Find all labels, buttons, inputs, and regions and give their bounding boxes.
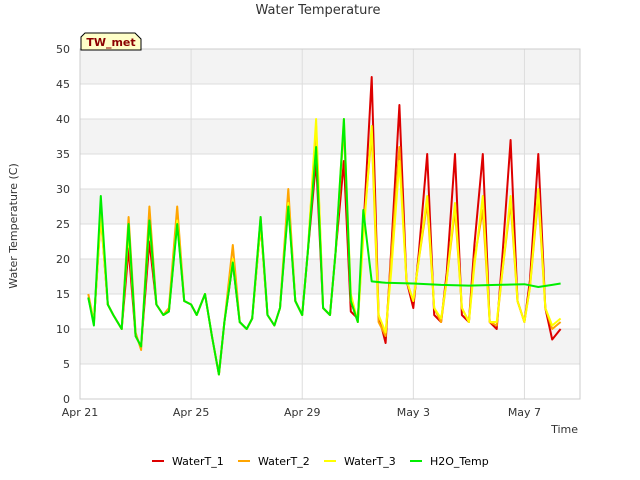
- station-badge: TW_met: [80, 32, 142, 51]
- y-tick-label: 0: [63, 393, 70, 406]
- plot-band: [80, 84, 580, 119]
- station-badge-text: TW_met: [86, 36, 135, 49]
- plot-background: [80, 49, 580, 399]
- y-tick-label: 15: [56, 288, 70, 301]
- legend-label: WaterT_2: [258, 455, 310, 468]
- plot-frame: [79, 48, 581, 400]
- x-axis-label: Time: [550, 423, 578, 436]
- y-axis-label: Water Temperature (C): [7, 163, 20, 288]
- plot-band: [80, 224, 580, 259]
- plot-band: [80, 49, 580, 84]
- x-tick-label: Apr 29: [284, 406, 321, 419]
- y-tick-label: 25: [56, 218, 70, 231]
- legend-label: WaterT_1: [172, 455, 224, 468]
- series-line-h2o-temp: [87, 118, 561, 376]
- x-tick-label: May 3: [397, 406, 430, 419]
- y-axis-ticks: 0 5 10 15 20 25 30 35 40 45 50: [56, 43, 70, 406]
- chart-title: Water Temperature: [256, 3, 381, 18]
- plot-band: [80, 329, 580, 364]
- plot-band: [80, 189, 580, 224]
- y-tick-label: 30: [56, 183, 70, 196]
- y-tick-label: 35: [56, 148, 70, 161]
- legend-label: WaterT_3: [344, 455, 396, 468]
- plot-band: [80, 364, 580, 399]
- x-tick-label: Apr 21: [62, 406, 99, 419]
- y-tick-label: 50: [56, 43, 70, 56]
- y-tick-label: 10: [56, 323, 70, 336]
- y-tick-label: 5: [63, 358, 70, 371]
- y-tick-label: 40: [56, 113, 70, 126]
- plot-band: [80, 259, 580, 294]
- x-tick-label: Apr 25: [173, 406, 210, 419]
- x-axis-ticks: Apr 21 Apr 25 Apr 29 May 3 May 7: [62, 406, 541, 419]
- x-tick-label: May 7: [508, 406, 541, 419]
- legend: WaterT_1 WaterT_2 WaterT_3 H2O_Temp: [152, 455, 489, 468]
- plot-band: [80, 154, 580, 189]
- plot-band: [80, 119, 580, 154]
- y-tick-label: 20: [56, 253, 70, 266]
- y-tick-label: 45: [56, 78, 70, 91]
- series-lines: [87, 76, 562, 376]
- legend-label: H2O_Temp: [430, 455, 489, 468]
